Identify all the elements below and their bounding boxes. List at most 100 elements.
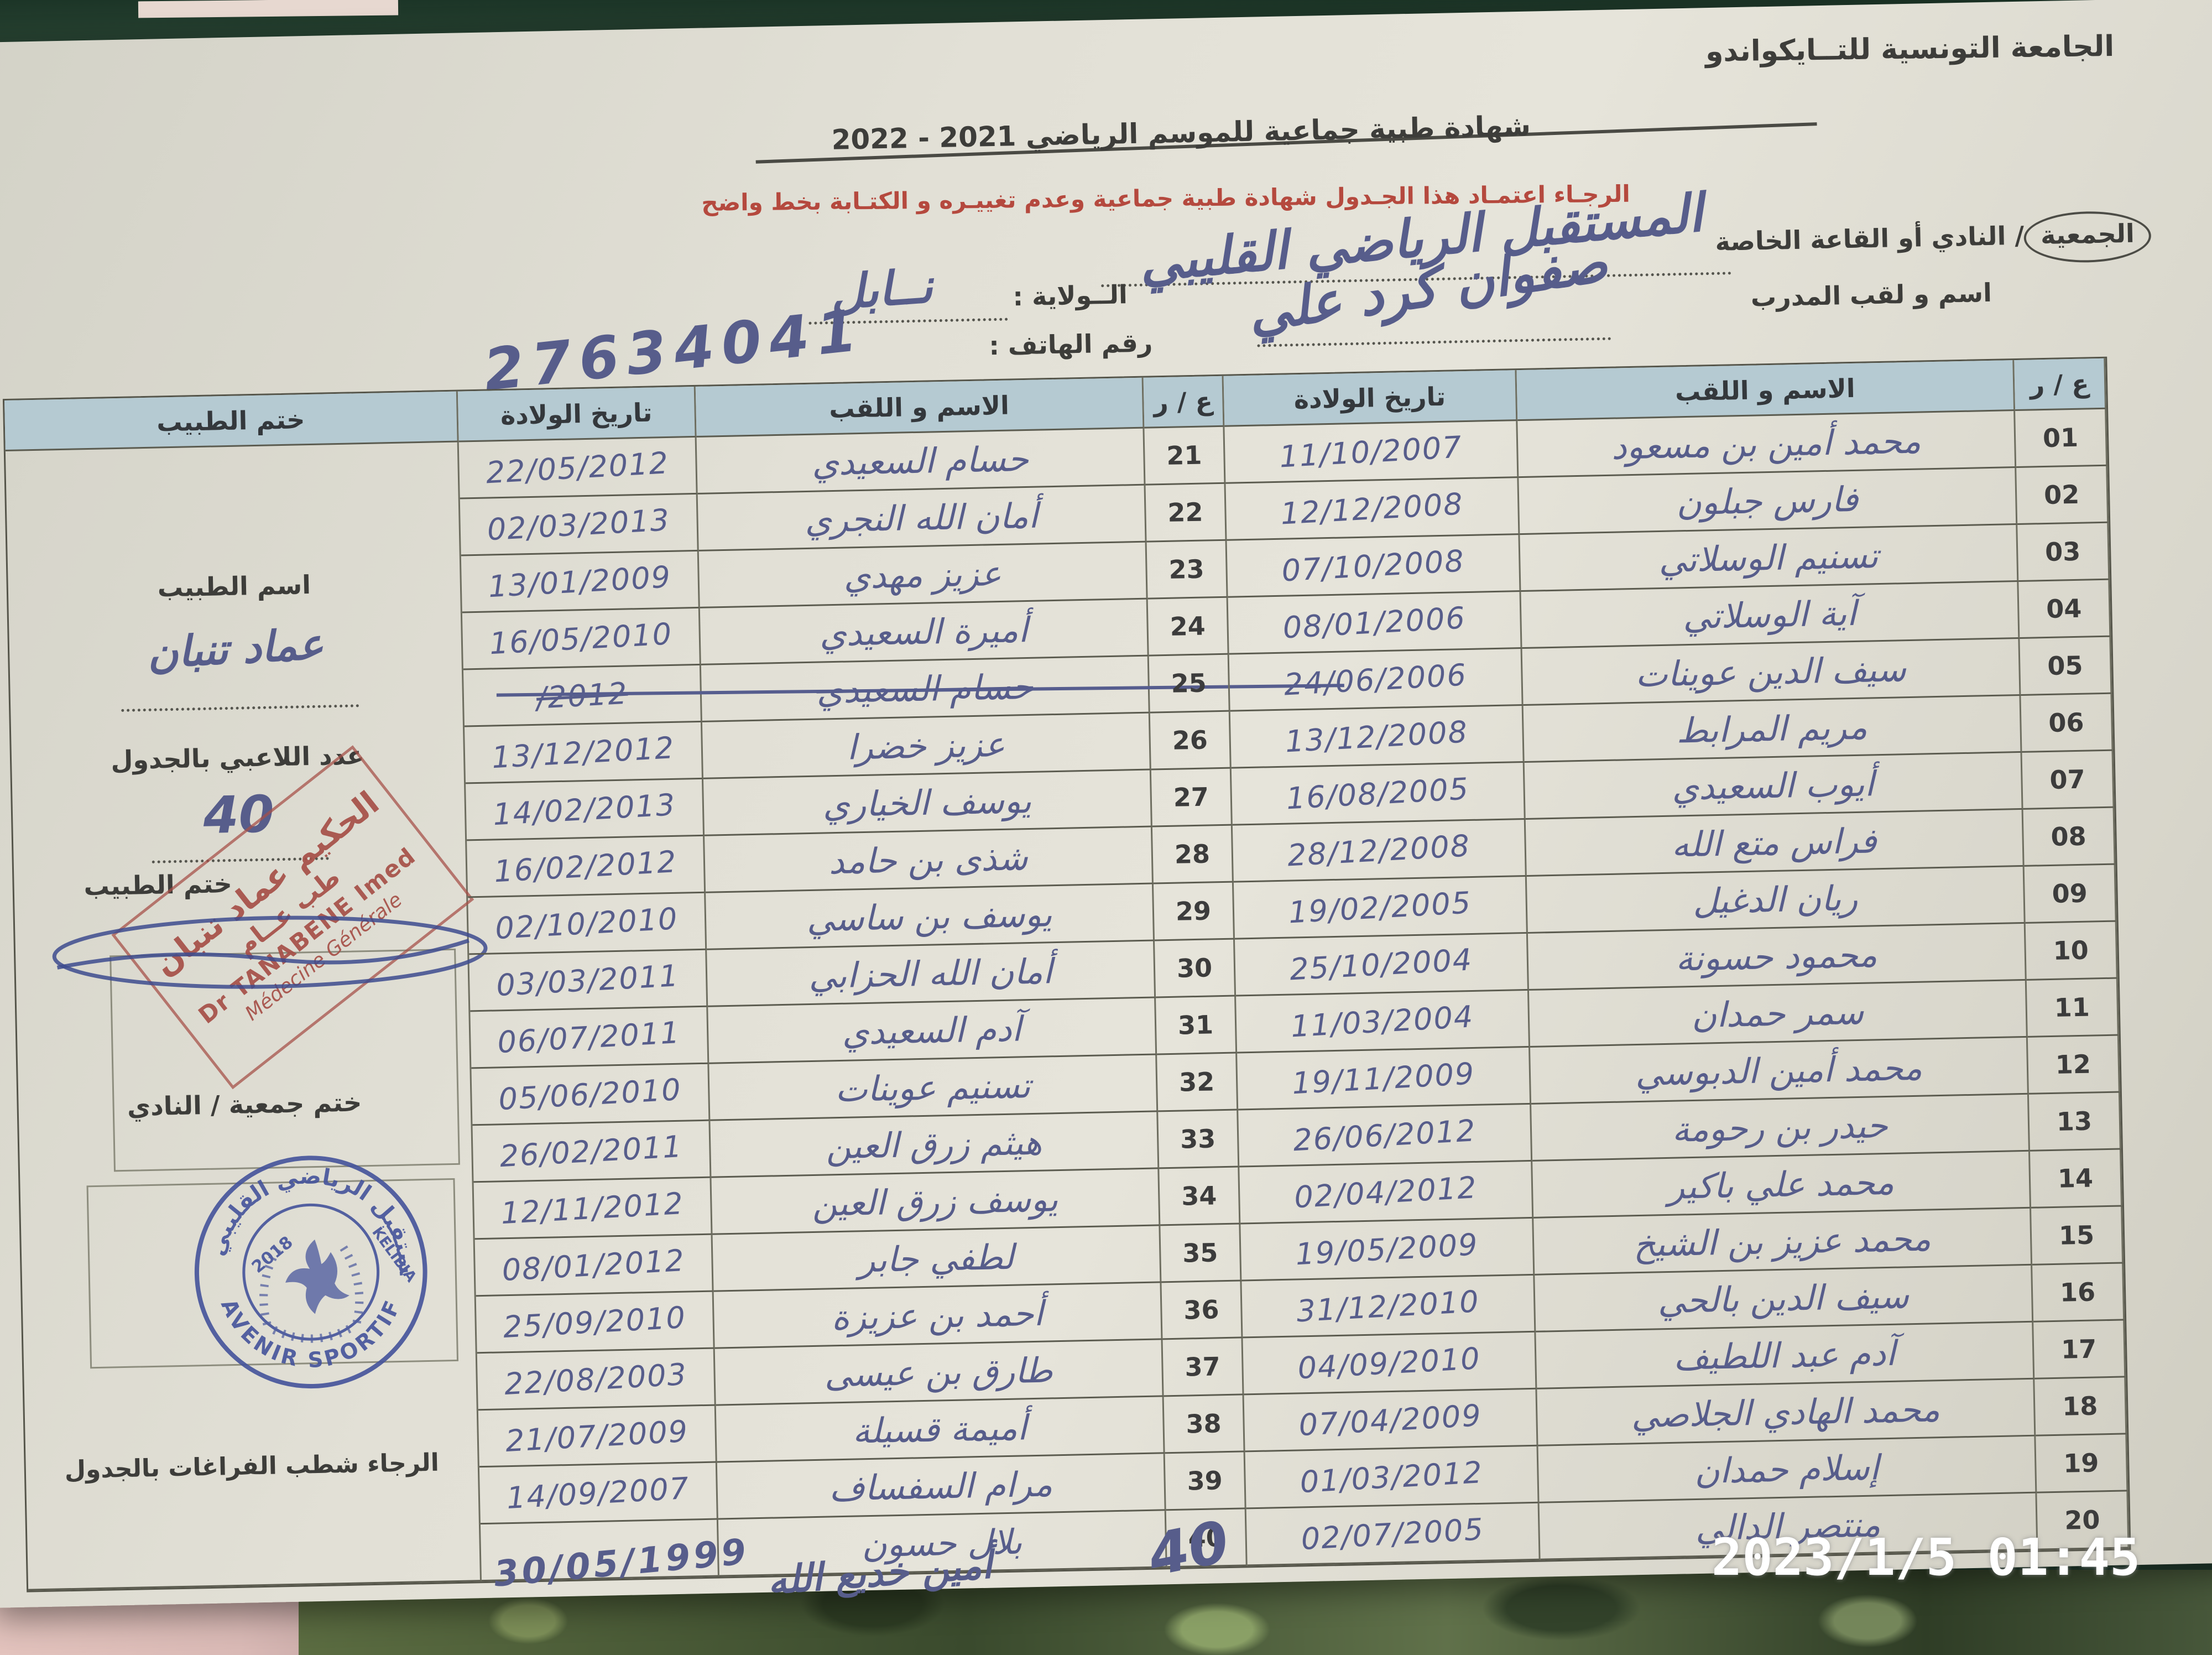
- fill-blanks-note: الرجاء شطب الفراغات بالجدول: [64, 1448, 440, 1485]
- player-dob: 28/12/2008: [1232, 819, 1527, 883]
- player-number: 33: [1158, 1110, 1240, 1169]
- player-dob: 22/05/2012: [458, 437, 698, 499]
- player-dob: 25/09/2010: [476, 1292, 715, 1354]
- circled-word: الجمعية: [2023, 210, 2152, 264]
- player-name: تسنيم عوينات: [709, 1055, 1159, 1121]
- dotted-line: [121, 704, 359, 712]
- player-name: أميرة السعيدي: [700, 599, 1149, 665]
- player-number: 34: [1159, 1167, 1241, 1226]
- player-number: 03: [2017, 523, 2110, 582]
- player-name: هيثم زرق العين: [710, 1112, 1160, 1178]
- player-name: محمود حسونة: [1527, 923, 2027, 991]
- coach-field-label: اسم و لقب المدرب: [1750, 277, 1992, 313]
- player-name: يوسف الخياري: [703, 770, 1152, 836]
- player-number: 28: [1152, 825, 1234, 884]
- player-dob: 02/04/2012: [1239, 1161, 1534, 1225]
- player-number: 29: [1153, 882, 1235, 941]
- player-number: 25: [1149, 654, 1230, 714]
- player-dob: 11/10/2007: [1224, 421, 1519, 484]
- player-name: فراس متع الله: [1525, 809, 2025, 877]
- player-number: 15: [2031, 1206, 2124, 1266]
- background-paper-sliver: [138, 0, 399, 18]
- player-name: محمد أمين الدبوسي: [1530, 1037, 2029, 1105]
- player-name: مريم المرابط: [1523, 695, 2022, 763]
- doctor-stamp-panel: اسم الطبيب عماد تنبان عدد اللاعبي بالجدو…: [5, 442, 488, 1591]
- player-name: سمر حمدان: [1528, 980, 2028, 1048]
- player-dob: 14/02/2013: [466, 779, 705, 841]
- player-number: 31: [1156, 996, 1238, 1055]
- player-dob: 04/09/2010: [1243, 1332, 1537, 1396]
- player-name: أحمد بن عزيزة: [713, 1283, 1163, 1349]
- player-dob: 16/08/2005: [1231, 762, 1526, 826]
- footer-count: 40: [1142, 1507, 1235, 1590]
- player-dob: 19/05/2009: [1240, 1218, 1535, 1282]
- player-name: مرام السفساف: [717, 1454, 1166, 1520]
- bird-emblem: [285, 1239, 349, 1314]
- player-number: 05: [2020, 637, 2112, 696]
- player-name: طارق بن عيسى: [714, 1340, 1164, 1406]
- player-number: 17: [2033, 1320, 2126, 1380]
- player-number: 10: [2025, 922, 2118, 981]
- player-name: شذى بن حامد: [705, 827, 1154, 893]
- player-number: 23: [1146, 540, 1228, 600]
- player-name: محمد الهادي الجلاصي: [1537, 1379, 2036, 1446]
- player-name: أميمة قسيلة: [716, 1397, 1165, 1463]
- players-table: ختم الطبيب تاريخ الولادة الاسم و اللقب ع…: [2, 356, 2131, 1592]
- player-name: أمان الله الحزابي: [707, 941, 1156, 1007]
- player-dob: 07/04/2009: [1244, 1389, 1538, 1453]
- player-number: 32: [1157, 1053, 1239, 1112]
- doctor-name-label: اسم الطبيب: [157, 569, 311, 603]
- player-dob: 02/03/2013: [460, 494, 699, 556]
- player-number: 21: [1144, 426, 1226, 486]
- player-name: آدم عبد اللطيف: [1536, 1322, 2035, 1389]
- player-name: عزيز خضرا: [702, 713, 1151, 779]
- player-number: 19: [2036, 1434, 2128, 1493]
- player-number: 30: [1155, 939, 1237, 998]
- player-number: 13: [2028, 1092, 2121, 1152]
- player-dob: 26/06/2012: [1238, 1104, 1533, 1168]
- player-name: سيف الدين عوينات: [1522, 638, 2021, 706]
- camera-timestamp: 2023/1/5 01:45: [1712, 1528, 2141, 1587]
- player-name: سيف الدين بالحي: [1535, 1265, 2034, 1333]
- player-dob: 12/12/2008: [1225, 478, 1520, 541]
- player-number: 01: [2015, 409, 2108, 469]
- player-dob: 16/02/2012: [467, 836, 706, 898]
- player-number: 04: [2018, 580, 2111, 639]
- player-number: 24: [1147, 597, 1229, 657]
- player-dob: 19/02/2005: [1233, 876, 1528, 940]
- player-number: 08: [2023, 808, 2116, 867]
- signature-ellipse: [52, 915, 488, 989]
- player-dob: 14/09/2007: [479, 1463, 718, 1525]
- player-number: 26: [1150, 711, 1232, 771]
- player-number: 07: [2022, 751, 2115, 810]
- club-field-label: الجمعية/ النادي أو القاعة الخاصة: [1715, 210, 2152, 270]
- player-dob: 25/10/2004: [1235, 933, 1529, 997]
- club-round-stamp: المستقبل الرياضي القليبي AVENIR SPORTIF …: [185, 1147, 427, 1389]
- player-dob: 13/12/2012: [465, 722, 704, 784]
- player-dob: 31/12/2010: [1241, 1275, 1536, 1339]
- header-doctor-stamp: ختم الطبيب: [4, 391, 459, 452]
- player-dob: 12/11/2012: [473, 1178, 713, 1240]
- player-name: إسلام حمدان: [1538, 1436, 2037, 1503]
- federation-title: الجامعة التونسية للتــايكواندو: [1705, 29, 2115, 69]
- player-dob: 03/03/2011: [469, 950, 708, 1012]
- player-name: آية الوسلاتي: [1521, 581, 2020, 649]
- player-dob: 22/08/2003: [477, 1349, 716, 1411]
- player-number: 09: [2024, 865, 2117, 924]
- player-number: 18: [2034, 1377, 2127, 1437]
- player-dob: 21/07/2009: [478, 1406, 717, 1468]
- player-name: تسنيم الوسلاتي: [1520, 525, 2019, 592]
- player-dob: 08/01/2006: [1228, 592, 1522, 655]
- player-number: 11: [2026, 979, 2119, 1038]
- player-name: فارس جبلون: [1519, 468, 2018, 535]
- player-dob: 13/12/2008: [1230, 706, 1525, 769]
- dotted-line: [1257, 337, 1611, 347]
- player-dob: 11/03/2004: [1236, 990, 1531, 1054]
- player-number: 38: [1164, 1395, 1245, 1454]
- player-dob: 08/01/2012: [474, 1235, 714, 1297]
- doctor-name-value: عماد تنبان: [146, 619, 325, 678]
- player-dob: 05/06/2010: [471, 1064, 711, 1126]
- player-name: لطفي جابر: [712, 1226, 1162, 1292]
- player-name: أمان الله النجري: [697, 485, 1147, 551]
- player-number: 37: [1162, 1338, 1244, 1397]
